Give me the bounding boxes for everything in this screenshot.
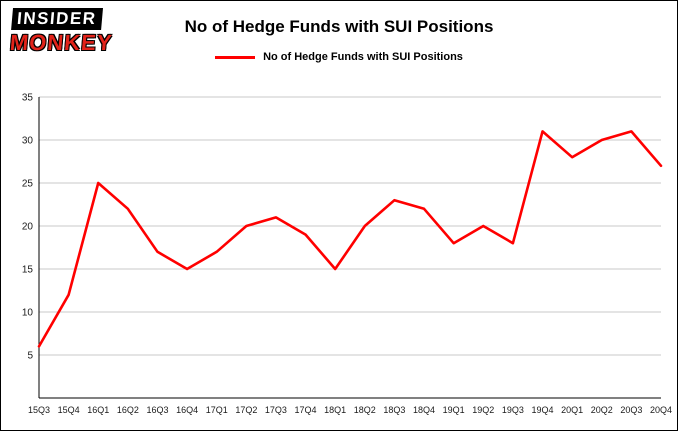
chart-title: No of Hedge Funds with SUI Positions: [184, 17, 494, 36]
x-axis-tick-label: 15Q3: [28, 405, 50, 415]
logo-monkey-text: MONKEY: [8, 29, 114, 55]
x-axis-tick-label: 17Q1: [206, 405, 228, 415]
y-axis-tick-label: 30: [22, 136, 34, 147]
y-axis-tick-label: 35: [22, 93, 34, 104]
hedge-funds-line-series: [37, 130, 663, 348]
x-axis-tick-label: 20Q3: [620, 405, 642, 415]
x-axis-tick-label: 17Q3: [265, 405, 287, 415]
y-axis-tick-label: 5: [27, 351, 33, 362]
x-axis-tick-label: 16Q4: [176, 405, 198, 415]
x-axis-tick-label: 20Q4: [650, 405, 672, 415]
x-axis-tick-label: 18Q1: [324, 405, 346, 415]
line-chart: 5 10 15 20 25 30 35 15Q3 15Q4 16Q1 16Q2 16Q3 16Q4 17Q…: [22, 93, 672, 416]
x-axis-tick-label: 19Q3: [502, 405, 524, 415]
x-axis-tick-label: 18Q3: [383, 405, 405, 415]
y-axis-tick-label: 10: [22, 308, 34, 319]
x-axis-tick-label: 20Q2: [591, 405, 613, 415]
x-axis-tick-label: 20Q1: [561, 405, 583, 415]
legend: No of Hedge Funds with SUI Positions: [1, 51, 677, 63]
x-axis-tick-label: 18Q4: [413, 405, 435, 415]
y-axis-tick-label: 20: [22, 222, 34, 233]
x-axis-tick-label: 19Q4: [532, 405, 554, 415]
legend-label: No of Hedge Funds with SUI Positions: [263, 51, 463, 63]
y-axis-tick-label: 15: [22, 265, 34, 276]
logo-insider-text: INSIDER: [11, 8, 104, 30]
x-axis-tick-label: 19Q2: [472, 405, 494, 415]
x-axis-tick-label: 18Q2: [354, 405, 376, 415]
x-axis-tick-label: 17Q2: [235, 405, 257, 415]
legend-line-swatch: [215, 55, 256, 59]
x-axis-tick-label: 16Q3: [146, 405, 168, 415]
x-axis-tick-label: 17Q4: [295, 405, 317, 415]
x-axis-tick-label: 16Q2: [117, 405, 139, 415]
x-axis-tick-label: 15Q4: [58, 405, 80, 415]
x-axis-tick-label: 19Q1: [443, 405, 465, 415]
chart-header: INSIDER MONKEY No of Hedge Funds with SU…: [1, 1, 677, 87]
x-axis-tick-label: 16Q1: [87, 405, 109, 415]
insider-monkey-logo: INSIDER MONKEY: [8, 8, 116, 55]
y-axis-tick-label: 25: [22, 179, 34, 190]
